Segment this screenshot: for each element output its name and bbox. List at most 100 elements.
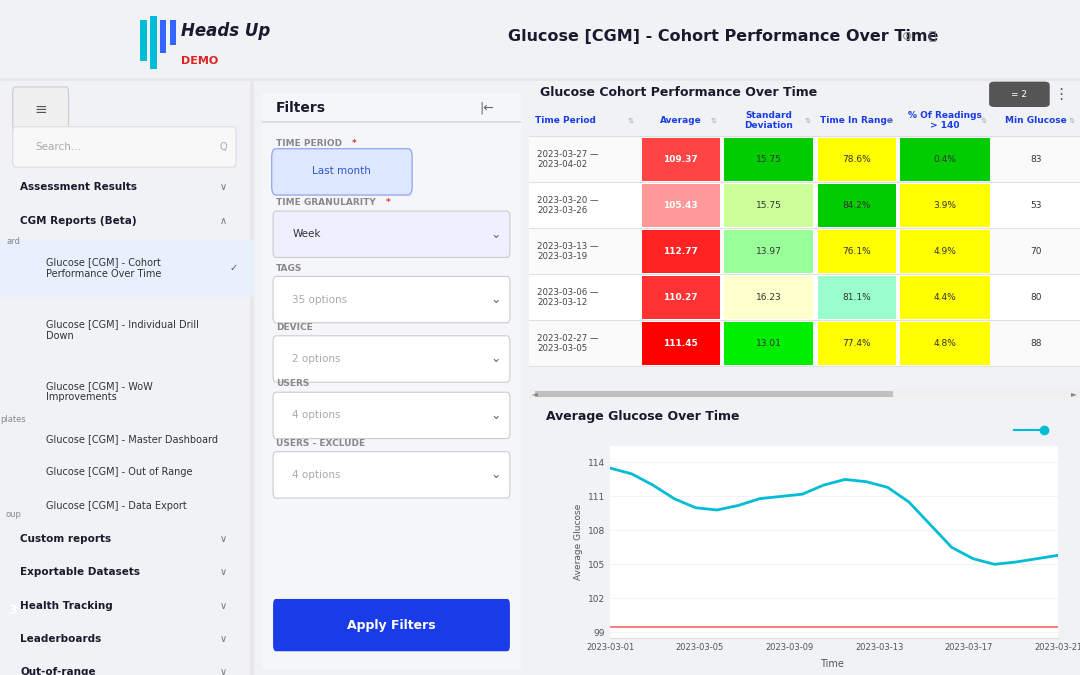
Bar	[170, 20, 176, 45]
Text: ⌄: ⌄	[491, 293, 501, 306]
Text: Exportable Datasets: Exportable Datasets	[21, 567, 140, 577]
Text: ⓘ: ⓘ	[929, 30, 936, 43]
Bar	[818, 322, 896, 365]
Text: ⇅: ⇅	[981, 117, 986, 124]
Text: Search...: Search...	[36, 142, 81, 152]
FancyBboxPatch shape	[13, 87, 68, 132]
Text: |←: |←	[480, 101, 495, 114]
Text: Glucose [CGM] - Cohort Performance Over Time: Glucose [CGM] - Cohort Performance Over …	[508, 29, 937, 44]
FancyBboxPatch shape	[989, 82, 1050, 107]
Text: ⇅: ⇅	[1068, 117, 1075, 124]
Bar	[725, 138, 813, 182]
Text: oup: oup	[5, 510, 21, 519]
Text: 3: 3	[9, 604, 17, 618]
Bar	[901, 184, 989, 227]
Text: DEVICE: DEVICE	[275, 323, 312, 332]
Text: 4.9%: 4.9%	[933, 247, 957, 256]
Bar	[529, 136, 1080, 182]
Bar	[140, 20, 147, 61]
Text: 78.6%: 78.6%	[842, 155, 872, 164]
Text: ∨: ∨	[220, 601, 227, 610]
Text: ⌄: ⌄	[491, 227, 501, 241]
Text: Glucose [CGM] - Individual Drill
Down: Glucose [CGM] - Individual Drill Down	[45, 319, 199, 341]
Text: 13.01: 13.01	[756, 339, 782, 348]
Text: ∨: ∨	[220, 667, 227, 675]
Text: 4.8%: 4.8%	[933, 339, 957, 348]
Text: 77.4%: 77.4%	[842, 339, 872, 348]
Text: ⇅: ⇅	[805, 117, 810, 124]
Bar	[818, 276, 896, 319]
FancyBboxPatch shape	[273, 599, 510, 651]
Text: 15.75: 15.75	[756, 155, 782, 164]
Text: ⌄: ⌄	[491, 468, 501, 481]
Text: DEMO: DEMO	[181, 56, 218, 65]
Text: 81.1%: 81.1%	[842, 293, 872, 302]
Bar	[642, 138, 719, 182]
Bar	[642, 276, 719, 319]
Text: Average: Average	[660, 116, 702, 125]
Text: ✓: ✓	[229, 263, 238, 273]
Text: Time: Time	[820, 659, 845, 669]
Bar	[725, 184, 813, 227]
FancyBboxPatch shape	[273, 452, 510, 498]
Bar	[249, 81, 254, 675]
Bar	[0, 240, 254, 296]
Text: Q: Q	[219, 142, 227, 152]
Text: Last month: Last month	[312, 166, 372, 176]
Text: 70: 70	[1030, 247, 1042, 256]
Text: 3.9%: 3.9%	[933, 201, 957, 210]
Bar	[529, 389, 1080, 398]
Text: % Of Readings
> 140: % Of Readings > 140	[908, 111, 982, 130]
Text: USERS: USERS	[275, 379, 309, 388]
Bar	[901, 276, 989, 319]
FancyBboxPatch shape	[273, 277, 510, 323]
Text: Assessment Results: Assessment Results	[21, 182, 137, 192]
Text: ⊙: ⊙	[902, 30, 913, 43]
Text: 2023-03-27 —
2023-04-02: 2023-03-27 — 2023-04-02	[538, 150, 599, 169]
Bar	[725, 230, 813, 273]
Bar	[901, 230, 989, 273]
Text: 2023-03-06 —
2023-03-12: 2023-03-06 — 2023-03-12	[538, 288, 599, 307]
Text: 2023-03-20 —
2023-03-26: 2023-03-20 — 2023-03-26	[538, 196, 599, 215]
Text: 2023-02-27 —
2023-03-05: 2023-02-27 — 2023-03-05	[538, 334, 599, 353]
Bar	[818, 138, 896, 182]
Text: = 2: = 2	[1011, 90, 1027, 99]
Bar	[529, 182, 1080, 229]
Bar	[0, 78, 1080, 81]
Bar	[901, 322, 989, 365]
Text: Filters: Filters	[275, 101, 326, 115]
Text: 80: 80	[1030, 293, 1042, 302]
Text: 4 options: 4 options	[293, 410, 341, 421]
Text: Heads Up: Heads Up	[181, 22, 271, 40]
Text: ard: ard	[6, 237, 19, 246]
Text: Time Period: Time Period	[535, 116, 595, 125]
Text: Glucose [CGM] - Data Export: Glucose [CGM] - Data Export	[45, 501, 187, 511]
Bar	[642, 184, 719, 227]
Bar	[818, 230, 896, 273]
Text: *: *	[352, 139, 356, 148]
Text: 16.23: 16.23	[756, 293, 782, 302]
FancyBboxPatch shape	[272, 148, 413, 195]
Text: 83: 83	[1030, 155, 1042, 164]
Text: Glucose [CGM] - WoW
Improvements: Glucose [CGM] - WoW Improvements	[45, 381, 152, 402]
Text: Week: Week	[293, 230, 321, 239]
Text: 2023-03-13 —
2023-03-19: 2023-03-13 — 2023-03-19	[538, 242, 599, 261]
Text: 84.2%: 84.2%	[842, 201, 872, 210]
Text: Health Tracking: Health Tracking	[21, 601, 113, 610]
Text: ∨: ∨	[220, 567, 227, 577]
Text: 112.77: 112.77	[663, 247, 698, 256]
Text: CGM Reports (Beta): CGM Reports (Beta)	[21, 215, 137, 225]
Bar	[535, 391, 893, 397]
Text: 109.37: 109.37	[663, 155, 698, 164]
Text: ◄: ◄	[532, 389, 538, 398]
Text: ⇅: ⇅	[711, 117, 716, 124]
Text: Custom reports: Custom reports	[21, 534, 111, 544]
Text: ⌄: ⌄	[491, 409, 501, 422]
Text: 88: 88	[1030, 339, 1042, 348]
Text: Average Glucose Over Time: Average Glucose Over Time	[545, 410, 739, 423]
Text: Standard
Deviation: Standard Deviation	[744, 111, 793, 130]
Bar	[529, 229, 1080, 275]
Text: ⋮: ⋮	[1053, 87, 1068, 102]
Bar	[818, 184, 896, 227]
Text: Glucose [CGM] - Out of Range: Glucose [CGM] - Out of Range	[45, 468, 192, 477]
